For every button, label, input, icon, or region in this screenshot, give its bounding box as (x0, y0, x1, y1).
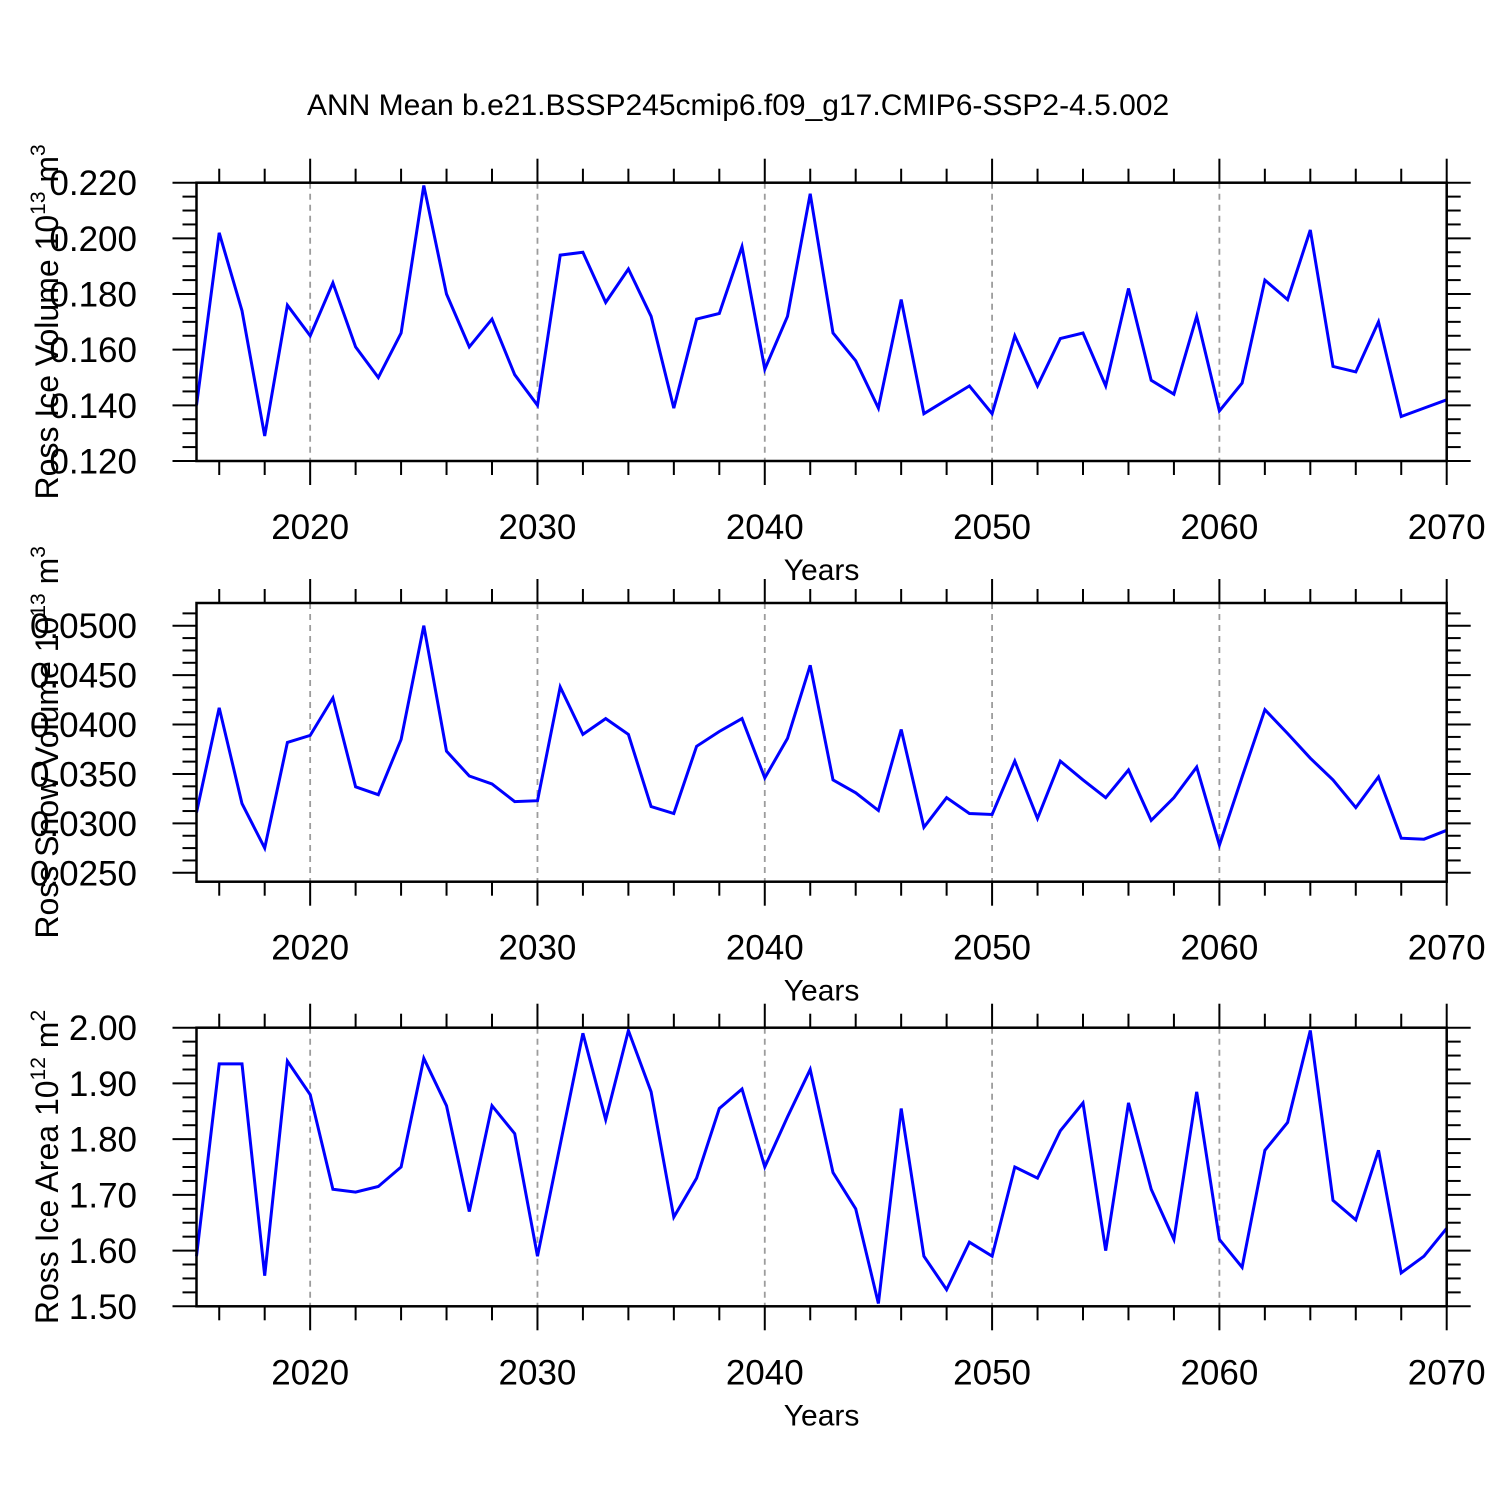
ross-snow-volume-line (195, 625, 1448, 853)
axis-frame (195, 181, 1448, 463)
axis-frame (195, 1026, 1448, 1308)
x-tick-label: 2050 (953, 508, 1031, 547)
x-tick-label: 2040 (726, 929, 804, 968)
y-tick-label: 0.0400 (30, 706, 137, 745)
x-tick-label: 2050 (953, 929, 1031, 968)
ross-ice-volume-line (195, 185, 1448, 437)
y-axis-title: Ross Ice Area 1012 m2 (27, 1010, 65, 1324)
y-tick-label: 1.60 (69, 1232, 137, 1271)
y-tick-label: 2.00 (69, 1009, 137, 1048)
chart-ross-ice-volume: 0.120 0.140 0.160 0.180 0.200 0.220 2020 2030 20… (27, 144, 1486, 587)
y-tick-label: 0.0450 (30, 657, 137, 696)
axis-frame (195, 601, 1448, 883)
y-tick-label: 1.50 (69, 1288, 137, 1327)
x-tick-label: 2060 (1180, 1353, 1258, 1392)
ross-ice-area-line (195, 1025, 1448, 1304)
y-tick-label: 0.140 (49, 387, 137, 426)
y-tick-label: 0.180 (49, 276, 137, 315)
y-axis-title: Ross Snow Volume 1013 m3 (27, 546, 65, 939)
x-tick-label: 2020 (271, 929, 349, 968)
y-tick-label: 0.160 (49, 331, 137, 370)
x-tick-label: 2030 (499, 1353, 577, 1392)
y-tick-label: 0.120 (49, 443, 137, 482)
x-tick-label: 2060 (1180, 929, 1258, 968)
y-tick-label: 0.220 (49, 164, 137, 203)
x-axis-title: Years (784, 1399, 860, 1432)
y-tick-label: 0.0250 (30, 854, 137, 893)
x-tick-label: 2020 (271, 1353, 349, 1392)
x-tick-label: 2030 (499, 508, 577, 547)
chart-main-title: ANN Mean b.e21.BSSP245cmip6.f09_g17.CMIP… (307, 89, 1170, 122)
x-tick-label: 2070 (1408, 1353, 1486, 1392)
y-tick-label: 1.70 (69, 1176, 137, 1215)
x-tick-label: 2020 (271, 508, 349, 547)
x-tick-label: 2040 (726, 1353, 804, 1392)
y-tick-label: 0.0350 (30, 755, 137, 794)
y-tick-label: 1.90 (69, 1065, 137, 1104)
y-tick-label: 0.0300 (30, 805, 137, 844)
y-tick-label: 0.200 (49, 220, 137, 259)
x-tick-label: 2040 (726, 508, 804, 547)
x-tick-label: 2070 (1408, 508, 1486, 547)
x-axis-title: Years (784, 554, 860, 587)
x-axis-title: Years (784, 975, 860, 1008)
y-tick-label: 1.80 (69, 1121, 137, 1160)
y-axis-title: Ross Ice Volume 1013 m3 (27, 144, 65, 499)
x-tick-label: 2070 (1408, 929, 1486, 968)
x-tick-label: 2050 (953, 1353, 1031, 1392)
y-tick-label: 0.0500 (30, 607, 137, 646)
x-tick-label: 2030 (499, 929, 577, 968)
x-tick-label: 2060 (1180, 508, 1258, 547)
chart-ross-ice-area: 1.50 1.60 1.70 1.80 1.90 2.00 2020 2030 2040 2050… (27, 1003, 1486, 1432)
chart-ross-snow-volume: 0.0250 0.0300 0.0350 0.0400 0.0450 0.0500 2020… (27, 546, 1486, 1008)
